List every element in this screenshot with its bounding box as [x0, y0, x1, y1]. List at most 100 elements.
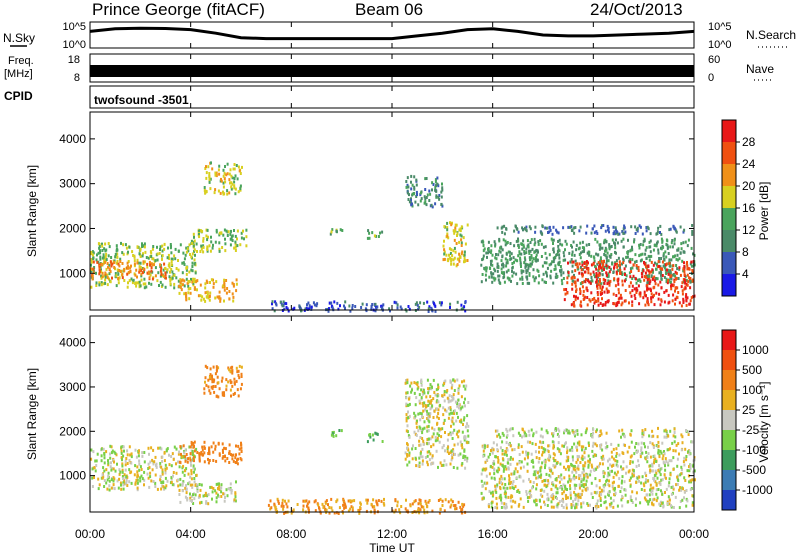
vel-data-cell — [449, 450, 452, 454]
power-data-cell — [236, 237, 238, 241]
power-data-cell — [625, 255, 628, 259]
vel-data-cell — [654, 480, 657, 484]
vel-data-cell — [139, 465, 142, 469]
power-data-cell — [173, 286, 176, 290]
power-data-cell — [113, 266, 116, 269]
vel-data-cell — [635, 497, 637, 501]
vel-data-cell — [629, 460, 632, 463]
vel-data-cell — [93, 466, 96, 469]
vel-data-cell — [490, 505, 493, 509]
power-data-cell — [522, 228, 525, 232]
vel-data-cell — [640, 481, 643, 485]
power-data-cell — [424, 200, 427, 204]
power-data-cell — [622, 227, 625, 231]
power-data-cell — [671, 239, 674, 242]
vel-data-cell — [544, 460, 547, 464]
vel-data-cell — [643, 484, 646, 488]
power-data-cell — [521, 247, 524, 251]
vel-data-cell — [584, 461, 587, 465]
vel-data-cell — [421, 415, 423, 418]
power-data-cell — [526, 239, 529, 243]
power-data-cell — [624, 279, 626, 283]
vel-data-cell — [110, 478, 113, 482]
power-data-cell — [339, 228, 342, 232]
vel-data-cell — [113, 487, 116, 491]
vel-data-cell — [230, 491, 233, 495]
power-data-cell — [443, 239, 445, 243]
power-data-cell — [185, 277, 188, 281]
power-data-cell — [570, 229, 573, 232]
power-data-cell — [161, 254, 164, 258]
vel-data-cell — [691, 501, 694, 505]
vel-data-cell — [155, 465, 158, 469]
power-data-cell — [522, 269, 525, 273]
power-data-cell — [189, 253, 191, 256]
vel-data-cell — [598, 464, 600, 468]
vel-data-cell — [466, 422, 468, 426]
vel-data-cell — [97, 477, 100, 481]
vel-data-cell — [449, 505, 452, 509]
power-data-cell — [337, 307, 340, 311]
vel-data-cell — [620, 486, 623, 490]
vel-data-cell — [103, 453, 106, 457]
power-data-cell — [599, 286, 602, 290]
vel-data-cell — [599, 499, 602, 502]
power-data-cell — [232, 167, 235, 171]
power-data-cell — [365, 303, 368, 307]
power-data-cell — [629, 257, 632, 261]
vel-data-cell — [460, 395, 463, 399]
power-data-cell — [159, 274, 162, 278]
vel-data-cell — [676, 464, 679, 468]
vel-data-cell — [107, 471, 110, 475]
power-data-cell — [534, 276, 537, 280]
vel-data-cell — [552, 464, 555, 468]
power-data-cell — [92, 257, 95, 261]
vel-data-cell — [532, 432, 535, 436]
vel-data-cell — [196, 489, 199, 493]
vel-data-cell — [161, 470, 164, 474]
power-data-cell — [187, 284, 190, 288]
vel-data-cell — [405, 509, 408, 513]
power-data-cell — [643, 290, 646, 294]
vel-data-cell — [215, 365, 218, 369]
vel-data-cell — [430, 462, 433, 466]
vel-data-cell — [523, 457, 526, 461]
power-data-cell — [139, 255, 142, 258]
power-data-cell — [575, 295, 577, 299]
power-data-cell — [440, 190, 443, 194]
power-data-cell — [169, 246, 172, 250]
vel-data-cell — [535, 499, 538, 503]
vel-data-cell — [651, 462, 654, 466]
vel-data-cell — [411, 388, 413, 392]
power-data-cell — [431, 205, 434, 209]
power-data-cell — [530, 262, 533, 266]
power-data-cell — [104, 255, 107, 259]
power-data-cell — [143, 242, 146, 246]
vel-data-cell — [214, 385, 217, 388]
power-data-cell — [448, 247, 451, 251]
power-data-cell — [177, 268, 180, 272]
vel-data-cell — [598, 494, 601, 498]
power-data-cell — [573, 276, 576, 280]
vel-data-cell — [535, 476, 538, 480]
vel-data-cell — [677, 479, 680, 482]
power-data-cell — [206, 290, 208, 294]
vel-data-cell — [185, 467, 188, 471]
power-data-cell — [587, 268, 590, 272]
power-data-cell — [452, 262, 455, 266]
vel-data-cell — [599, 496, 602, 500]
vel-data-cell — [538, 475, 541, 479]
vel-data-cell — [128, 459, 131, 462]
vel-data-cell — [427, 399, 430, 403]
vel-data-cell — [648, 434, 651, 438]
power-data-cell — [645, 257, 648, 260]
power-data-cell — [645, 229, 648, 233]
vel-data-cell — [231, 369, 234, 373]
vel-data-cell — [567, 480, 570, 484]
vel-data-cell — [448, 452, 450, 455]
vel-data-cell — [494, 487, 497, 491]
power-data-cell — [583, 246, 585, 250]
vel-data-cell — [591, 444, 594, 448]
vel-data-cell — [552, 444, 555, 447]
